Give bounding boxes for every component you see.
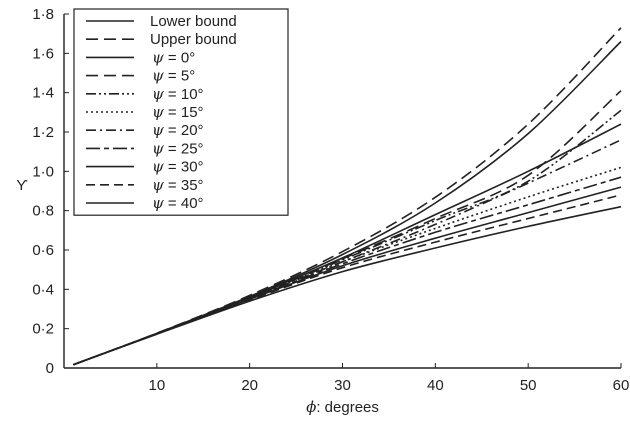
- x-tick-label: 10: [148, 377, 165, 394]
- series-line-1: [73, 27, 622, 366]
- x-tick-label: 30: [334, 377, 351, 394]
- x-axis-text: : degrees: [316, 399, 379, 416]
- legend-label-10: ψ = 40°: [152, 194, 204, 212]
- legend-label-3: ψ = 5°: [152, 67, 195, 85]
- legend-label-7: ψ = 25°: [152, 139, 204, 157]
- legend-label-1: Upper bound: [150, 31, 237, 48]
- series-line-3: [73, 90, 622, 366]
- y-tick-label: 0·2: [32, 321, 54, 338]
- series-lines: [73, 27, 622, 366]
- y-tick-label: 1·0: [32, 163, 54, 180]
- tick-marks: 0 0·2 0·4 0·6 0·8 1·0 1·2 1·4 1·6 1·8 10 20 30 40 50 60: [32, 6, 629, 394]
- y-axis-title: ϒ: [16, 177, 28, 194]
- series-line-10: [73, 205, 622, 366]
- legend-label-8: ψ = 30°: [152, 158, 204, 176]
- x-axis-title: ϕ: degrees: [306, 398, 379, 416]
- y-tick-label: 0: [46, 360, 54, 377]
- y-tick-label: 0·6: [32, 242, 54, 259]
- legend-label-2: ψ = 0°: [152, 48, 195, 66]
- legend-label-0: Lower bound: [150, 13, 237, 30]
- y-tick-label: 1·8: [32, 6, 54, 23]
- y-tick-label: 1·2: [32, 124, 54, 141]
- y-tick-label: 1·6: [32, 45, 54, 62]
- x-tick-label: 60: [613, 377, 630, 394]
- y-tick-label: 0·8: [32, 203, 54, 220]
- legend-label-4: ψ = 10°: [152, 85, 204, 103]
- x-tick-label: 40: [427, 377, 444, 394]
- y-tick-label: 0·4: [32, 281, 54, 298]
- legend-label-5: ψ = 15°: [152, 103, 204, 121]
- x-axis-symbol: ϕ: [306, 398, 316, 416]
- series-line-9: [73, 194, 622, 366]
- x-tick-label: 50: [520, 377, 537, 394]
- series-line-4: [73, 109, 622, 366]
- legend-label-9: ψ = 35°: [152, 176, 204, 194]
- y-tick-label: 1·4: [32, 85, 54, 102]
- legend-box: [73, 8, 289, 216]
- x-tick-label: 20: [241, 377, 258, 394]
- legend-label-6: ψ = 20°: [152, 121, 204, 139]
